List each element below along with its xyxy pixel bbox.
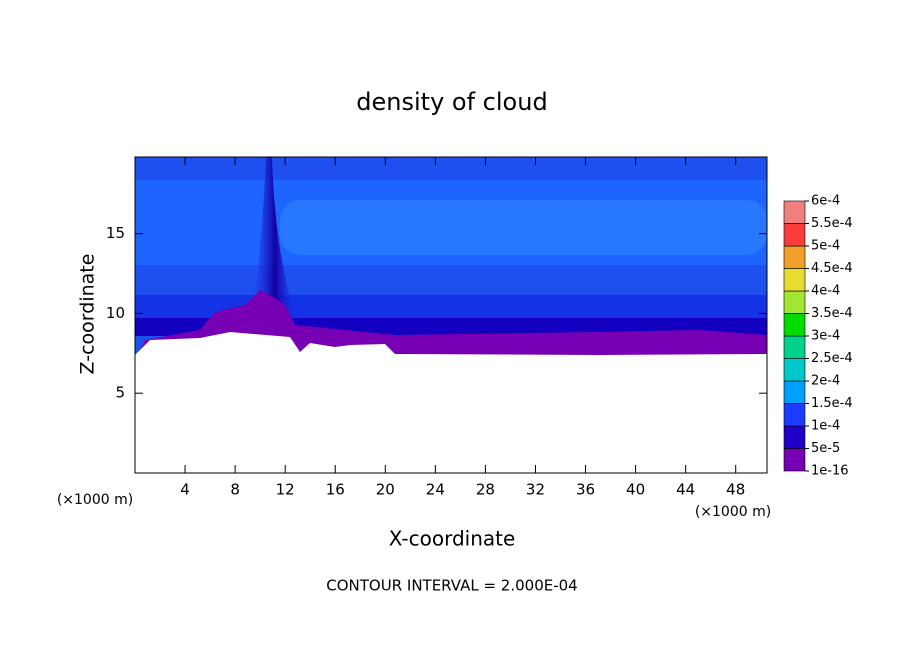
colorbar-box — [783, 223, 806, 247]
contour-field — [135, 157, 767, 475]
colorbar-box — [783, 448, 806, 472]
colorbar-label: 5e-5 — [811, 441, 840, 456]
x-tick-label: 20 — [376, 481, 395, 499]
x-tick-label: 40 — [626, 481, 645, 499]
colorbar-box — [783, 425, 806, 449]
y-tick-label: 15 — [106, 224, 125, 242]
x-axis-label: X-coordinate — [389, 527, 516, 551]
colorbar-box — [783, 358, 806, 382]
colorbar-label: 1.5e-4 — [811, 396, 853, 411]
footer: CONTOUR INTERVAL = 2.000E-04 — [326, 577, 577, 595]
x-tick-label: 8 — [230, 481, 240, 499]
x-tick-label: 28 — [476, 481, 495, 499]
x-tick-label: 16 — [326, 481, 345, 499]
colorbar-box — [783, 245, 806, 269]
colorbar-label: 6e-4 — [811, 194, 840, 209]
x-tick-label: 48 — [726, 481, 745, 499]
x-tick-label: 12 — [276, 481, 295, 499]
colorbar-box — [783, 268, 806, 292]
colorbar-label: 2.5e-4 — [811, 351, 853, 366]
colorbar-box — [783, 403, 806, 427]
colorbar-label: 3.5e-4 — [811, 306, 853, 321]
x-tick-label: 32 — [526, 481, 545, 499]
colorbar-box — [783, 313, 806, 337]
y-tick-label: 5 — [115, 384, 125, 402]
plot-frame — [134, 156, 768, 474]
colorbar-label: 1e-4 — [811, 419, 840, 434]
chart-title: density of cloud — [356, 88, 547, 116]
colorbar-box — [783, 200, 806, 224]
colorbar-label: 4.5e-4 — [811, 261, 853, 276]
x-unit: (×1000 m) — [695, 504, 771, 520]
colorbar-label: 2e-4 — [811, 374, 840, 389]
colorbar-box — [783, 290, 806, 314]
x-tick-label: 36 — [576, 481, 595, 499]
colorbar-label: 5e-4 — [811, 239, 840, 254]
y-unit: (×1000 m) — [57, 492, 133, 508]
x-tick-label: 4 — [180, 481, 190, 499]
colorbar-label: 1e-16 — [811, 464, 849, 479]
x-tick-label: 24 — [426, 481, 445, 499]
colorbar-label: 5.5e-4 — [811, 216, 853, 231]
colorbar-label: 4e-4 — [811, 284, 840, 299]
colorbar-box — [783, 380, 806, 404]
colorbar-box — [783, 335, 806, 359]
colorbar-label: 3e-4 — [811, 329, 840, 344]
y-tick-label: 10 — [106, 304, 125, 322]
y-axis-label: Z-coordinate — [77, 254, 99, 375]
x-tick-label: 44 — [676, 481, 695, 499]
